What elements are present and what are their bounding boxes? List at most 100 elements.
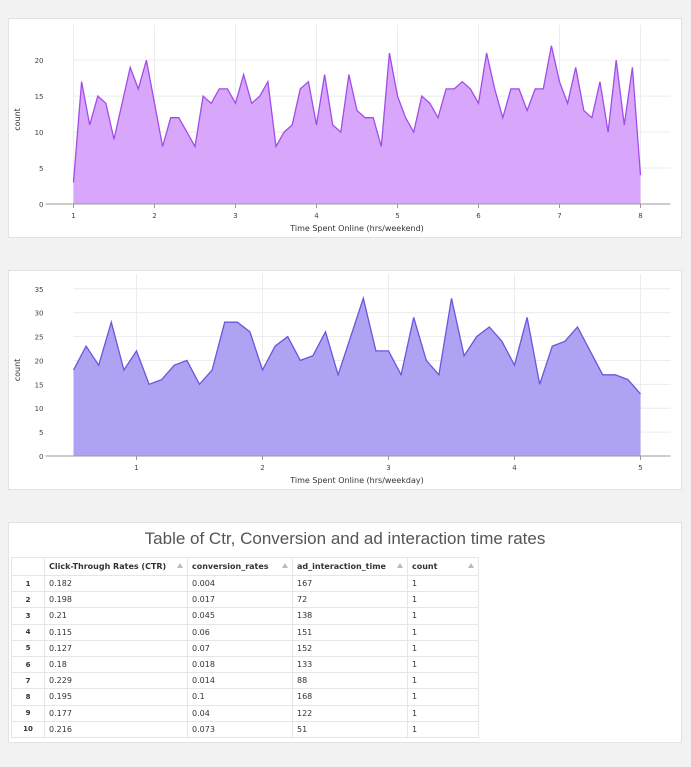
table-row: 2 0.198 0.017 72 1 (11, 591, 479, 609)
x-tick-label: 5 (395, 212, 399, 220)
table-cell: 0.045 (187, 607, 293, 625)
data-table-panel: Table of Ctr, Conversion and ad interact… (8, 522, 682, 743)
row-index-cell: 6 (11, 655, 45, 674)
row-index-cell: 10 (11, 720, 45, 738)
row-index-cell: 8 (11, 688, 45, 706)
table-cell: 1 (407, 704, 479, 722)
area-chart-weekday: 0 5 10 15 20 25 30 35 1 2 3 4 5 Time Spent Online (hr… (8, 270, 682, 490)
row-index-cell: 3 (11, 607, 45, 625)
table-cell: 0.004 (187, 574, 293, 593)
x-tick-label: 1 (71, 212, 75, 220)
table-cell: 167 (292, 574, 408, 593)
index-header (11, 557, 45, 576)
sort-up-icon[interactable] (397, 563, 403, 568)
table-cell: 0.216 (44, 720, 188, 738)
table-row: 3 0.21 0.045 138 1 (11, 607, 479, 625)
table-cell: 133 (292, 655, 408, 674)
table-row: 7 0.229 0.014 88 1 (11, 672, 479, 690)
table-cell: 88 (292, 672, 408, 690)
table-cell: 0.182 (44, 574, 188, 593)
table-cell: 1 (407, 623, 479, 641)
table-cell: 1 (407, 655, 479, 674)
table-cell: 0.07 (187, 639, 293, 657)
y-tick-label: 10 (35, 405, 44, 413)
table-cell: 1 (407, 607, 479, 625)
table-cell: 1 (407, 688, 479, 706)
area-chart-weekend: 0 5 10 15 20 1 2 3 4 5 6 7 8 Time Spent Online (hrs/w… (8, 18, 682, 238)
column-header-ctr[interactable]: Click-Through Rates (CTR) (44, 557, 188, 576)
series-area (73, 298, 641, 456)
y-tick-label: 15 (35, 93, 44, 101)
table-cell: 0.115 (44, 623, 188, 641)
table-cell: 151 (292, 623, 408, 641)
weekday-area-chart-svg: 0 5 10 15 20 25 30 35 1 2 3 4 5 Time Spent Online (hr… (13, 274, 671, 485)
table-cell: 0.229 (44, 672, 188, 690)
column-header-label: conversion_rates (192, 562, 269, 571)
x-tick-label: 8 (638, 212, 642, 220)
table-cell: 1 (407, 720, 479, 738)
y-tick-label: 5 (39, 429, 43, 437)
y-tick-label: 25 (35, 334, 44, 342)
y-tick-label: 10 (35, 129, 44, 137)
x-axis-label: Time Spent Online (hrs/weekend) (289, 224, 424, 233)
table-cell: 0.018 (187, 655, 293, 674)
table-cell: 1 (407, 574, 479, 593)
sort-up-icon[interactable] (468, 563, 474, 568)
column-header-count[interactable]: count (407, 557, 479, 576)
table-cell: 152 (292, 639, 408, 657)
table-cell: 51 (292, 720, 408, 738)
table-cell: 0.06 (187, 623, 293, 641)
x-tick-label: 2 (260, 464, 264, 472)
table-cell: 72 (292, 591, 408, 609)
row-index-cell: 2 (11, 591, 45, 609)
table-cell: 122 (292, 704, 408, 722)
table-cell: 138 (292, 607, 408, 625)
table-header-row: Click-Through Rates (CTR) conversion_rat… (11, 557, 479, 576)
table-cell: 0.073 (187, 720, 293, 738)
table-cell: 1 (407, 639, 479, 657)
y-tick-label: 5 (39, 165, 43, 173)
table-cell: 1 (407, 591, 479, 609)
row-index-cell: 5 (11, 639, 45, 657)
table-cell: 0.1 (187, 688, 293, 706)
sort-up-icon[interactable] (177, 563, 183, 568)
y-tick-label: 0 (39, 453, 43, 461)
y-axis-label: count (13, 359, 22, 382)
table-cell: 168 (292, 688, 408, 706)
table-title: Table of Ctr, Conversion and ad interact… (144, 529, 546, 548)
x-tick-label: 2 (152, 212, 156, 220)
series-area (73, 45, 641, 204)
table-row: 4 0.115 0.06 151 1 (11, 623, 479, 641)
table-cell: 0.18 (44, 655, 188, 674)
x-tick-label: 3 (233, 212, 237, 220)
weekend-area-chart-svg: 0 5 10 15 20 1 2 3 4 5 6 7 8 Time Spent Online (hrs/w… (13, 25, 671, 233)
y-tick-label: 20 (35, 357, 44, 365)
column-header-label: count (412, 562, 438, 571)
table-cell: 0.017 (187, 591, 293, 609)
y-tick-label: 30 (35, 310, 44, 318)
column-header-ad-interaction-time[interactable]: ad_interaction_time (292, 557, 408, 576)
table-row: 9 0.177 0.04 122 1 (11, 704, 479, 722)
row-index-cell: 4 (11, 623, 45, 641)
series-line (72, 45, 642, 183)
column-header-label: ad_interaction_time (297, 562, 386, 571)
x-tick-label: 5 (638, 464, 642, 472)
y-tick-label: 35 (35, 286, 44, 294)
column-header-conversion-rates[interactable]: conversion_rates (187, 557, 293, 576)
row-index-cell: 9 (11, 704, 45, 722)
x-tick-label: 4 (314, 212, 319, 220)
data-table: Click-Through Rates (CTR) conversion_rat… (11, 557, 479, 738)
table-row: 6 0.18 0.018 133 1 (11, 655, 479, 674)
sort-up-icon[interactable] (282, 563, 288, 568)
column-header-label: Click-Through Rates (CTR) (49, 562, 167, 571)
y-tick-label: 15 (35, 381, 44, 389)
table-row: 1 0.182 0.004 167 1 (11, 574, 479, 593)
table-cell: 0.21 (44, 607, 188, 625)
x-tick-label: 4 (512, 464, 517, 472)
x-tick-label: 3 (386, 464, 390, 472)
x-tick-label: 7 (557, 212, 561, 220)
table-cell: 0.014 (187, 672, 293, 690)
x-tick-label: 6 (476, 212, 481, 220)
x-tick-label: 1 (134, 464, 138, 472)
row-index-cell: 7 (11, 672, 45, 690)
